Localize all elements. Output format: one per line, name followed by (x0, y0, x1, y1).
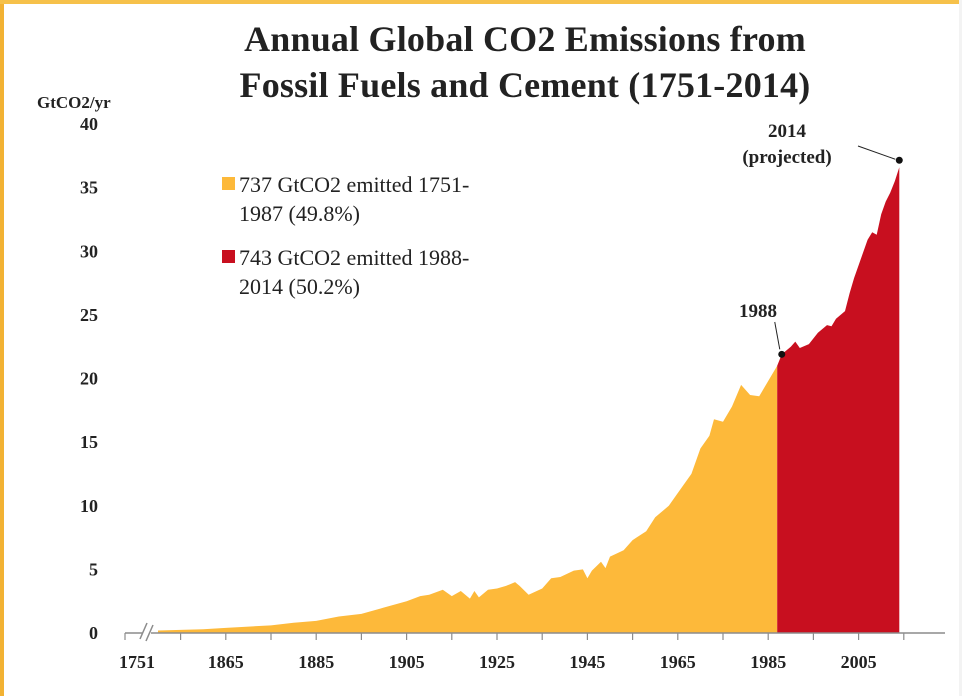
legend-text-1751-1987: 737 GtCO2 emitted 1751- 1987 (49.8%) (239, 170, 559, 228)
legend-swatch-1751-1987 (222, 177, 235, 190)
x-tick-label-1905: 1905 (389, 652, 425, 672)
y-tick-label-25: 25 (80, 305, 98, 325)
y-tick-label-30: 30 (80, 241, 98, 261)
y-tick-label-5: 5 (89, 559, 98, 579)
x-tick-label-1885: 1885 (298, 652, 334, 672)
left-border (0, 0, 4, 696)
legend-text-1988-2014: 743 GtCO2 emitted 1988- 2014 (50.2%) (239, 243, 559, 301)
x-tick-label-2005: 2005 (841, 652, 877, 672)
x-axis-break-mark (139, 622, 154, 642)
legend-line-1-1751-1987: 737 GtCO2 emitted 1751- (239, 172, 470, 197)
y-tick-label-15: 15 (80, 432, 98, 452)
y-tick-label-10: 10 (80, 496, 98, 516)
chart-title: Annual Global CO2 Emissions from Fossil … (195, 16, 855, 108)
y-tick-label-0: 0 (89, 623, 98, 643)
annotation-leader-2014 (857, 145, 896, 160)
annotation-label-projected: (projected) (742, 147, 831, 168)
annotation-dot-2014 (895, 156, 903, 164)
series-area-1 (158, 365, 778, 633)
y-tick-label-40: 40 (80, 114, 98, 134)
annotation-label-1988: 1988 (739, 301, 777, 322)
right-border (959, 0, 962, 696)
x-tick-label-1865: 1865 (208, 652, 244, 672)
legend-swatch-1988-2014 (222, 250, 235, 263)
x-tick-label-1751: 1751 (119, 652, 155, 672)
x-tick-label-1985: 1985 (750, 652, 786, 672)
legend-entry-1988-2014: 743 GtCO2 emitted 1988- 2014 (50.2%) (222, 243, 559, 301)
top-border (0, 0, 962, 4)
x-tick-label-1925: 1925 (479, 652, 515, 672)
series-area-2 (777, 167, 900, 634)
annotation-dot-1988 (778, 350, 786, 358)
y-axis-unit-label: GtCO2/yr (37, 93, 111, 112)
chart-title-line-2: Fossil Fuels and Cement (1751-2014) (239, 65, 811, 105)
annotation-label-2014: 2014 (768, 121, 807, 142)
x-tick-label-1945: 1945 (569, 652, 605, 672)
y-tick-label-20: 20 (80, 369, 98, 389)
chart-title-line-1: Annual Global CO2 Emissions from (244, 19, 806, 59)
legend-line-1-1988-2014: 743 GtCO2 emitted 1988- (239, 245, 470, 270)
legend-line-2-1988-2014: 2014 (50.2%) (239, 274, 360, 299)
legend-entry-1987: 737 GtCO2 emitted 1751- 1987 (49.8%) (222, 170, 559, 228)
annotation-leader-1988 (774, 321, 781, 350)
x-tick-label-1965: 1965 (660, 652, 696, 672)
y-tick-label-35: 35 (80, 178, 98, 198)
legend-line-2-1751-1987: 1987 (49.8%) (239, 201, 360, 226)
